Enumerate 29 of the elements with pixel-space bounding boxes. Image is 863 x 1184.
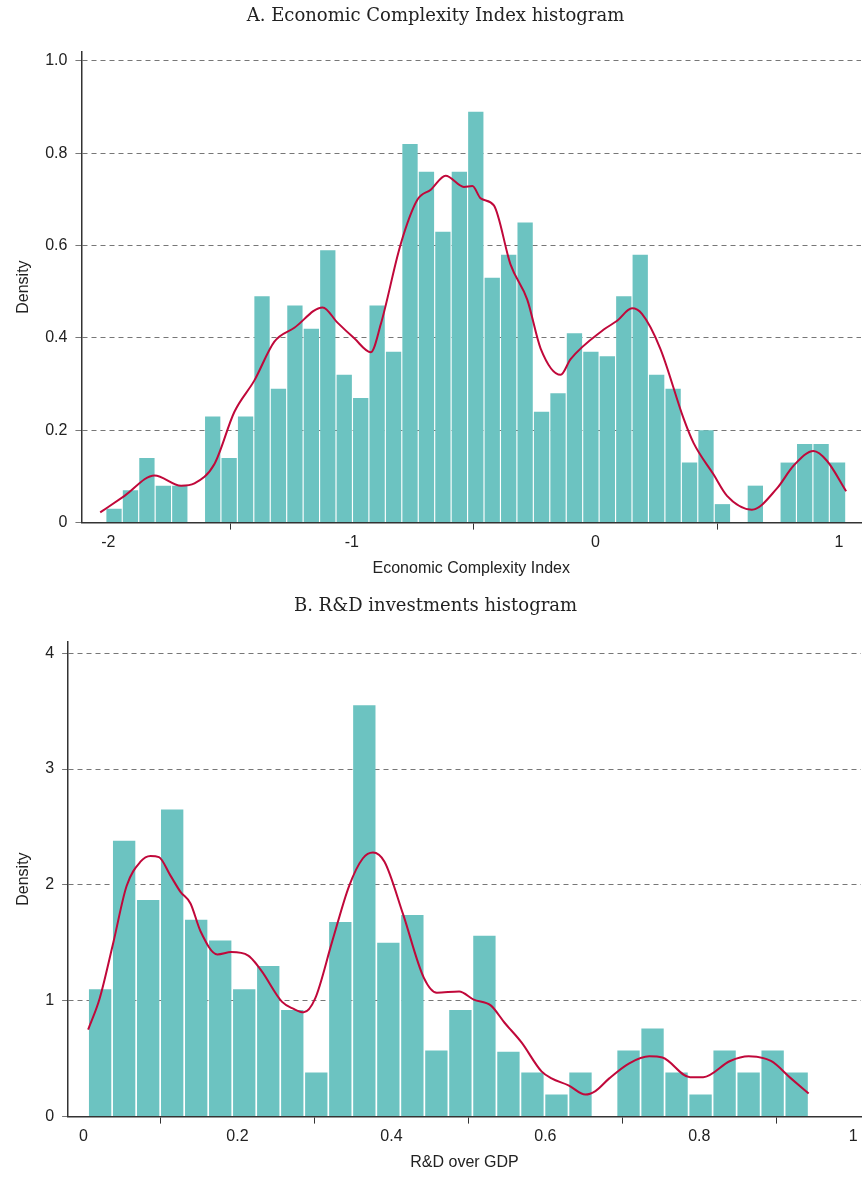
x-tick-label: 1: [834, 532, 844, 550]
x-tick-label: 0.2: [226, 1126, 249, 1144]
y-tick-label: 0.2: [45, 420, 68, 438]
x-axis-title: Economic Complexity Index: [372, 558, 570, 576]
x-tick-label: -2: [101, 532, 116, 550]
x-tick-label: 0.8: [688, 1126, 711, 1144]
chart-title: A. Economic Complexity Index histogram: [245, 4, 625, 26]
y-tick-label: 0: [58, 513, 68, 531]
y-tick-label: 4: [45, 643, 55, 661]
chart-title: B. R&D investments histogram: [293, 594, 578, 616]
line-series: [99, 174, 848, 514]
line-series: [87, 851, 810, 1096]
y-tick-label: 1: [45, 991, 55, 1009]
x-axis-title: R&D over GDP: [410, 1152, 519, 1170]
y-tick-label: 1.0: [45, 51, 68, 69]
x-tick-label: 0: [591, 532, 601, 550]
y-tick-label: 0.6: [45, 235, 68, 253]
y-tick-label: 0.4: [45, 328, 68, 346]
x-tick-label: 0.4: [380, 1126, 403, 1144]
y-tick-label: 2: [45, 875, 55, 893]
y-axis-title: Density: [14, 260, 32, 314]
x-tick-label: 1: [848, 1126, 858, 1144]
y-axis-title: Density: [14, 852, 32, 906]
y-tick-label: 3: [45, 759, 55, 777]
y-tick-label: 0.8: [45, 143, 68, 161]
x-tick-label: 0.6: [534, 1126, 557, 1144]
y-tick-label: 0: [45, 1107, 55, 1125]
x-tick-label: -1: [344, 532, 360, 550]
x-tick-label: 0: [79, 1126, 89, 1144]
